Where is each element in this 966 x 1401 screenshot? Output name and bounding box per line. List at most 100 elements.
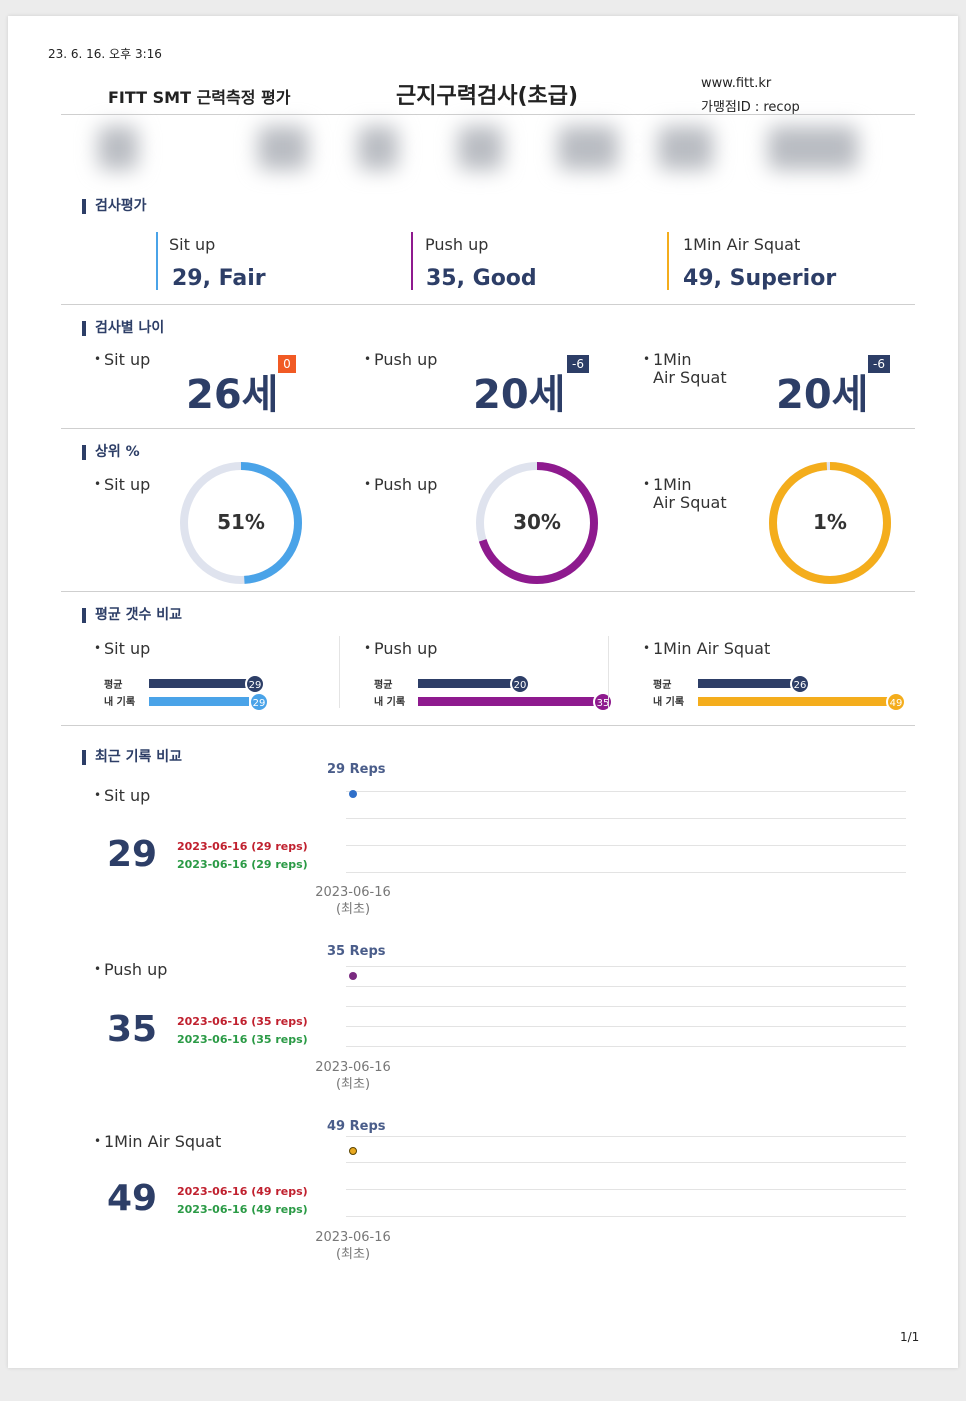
recent-history-green-squat: 2023-06-16 (49 reps) xyxy=(177,1203,308,1216)
grid-line xyxy=(346,986,906,987)
divider xyxy=(61,304,915,305)
recent-name-situp: Sit up xyxy=(94,786,150,805)
recent-reps-label-situp: 29 Reps xyxy=(327,762,386,777)
percentile-ring-situp xyxy=(180,462,302,584)
grid-line xyxy=(346,872,906,873)
section-title-recent: 최근 기록 비교 xyxy=(82,750,182,765)
recent-date-squat: 2023-06-16 xyxy=(315,1230,391,1245)
mine-dot-situp: 29 xyxy=(249,692,269,712)
eval-bar-pushup xyxy=(411,232,413,290)
avg-label: 평균 xyxy=(374,680,393,691)
section-title-age: 검사별 나이 xyxy=(82,321,164,336)
eval-bar-situp xyxy=(156,232,158,290)
report-page: 23. 6. 16. 오후 3:16 FITT SMT 근력측정 평가 근지구력… xyxy=(8,16,958,1368)
site-url: www.fitt.kr xyxy=(701,76,772,91)
pct-name-pushup: Push up xyxy=(364,475,437,494)
mine-label: 내 기록 xyxy=(653,697,685,708)
recent-date-pushup: 2023-06-16 xyxy=(315,1060,391,1075)
pct-name-squat-line1: 1Min xyxy=(643,475,691,494)
avg-bar-pushup xyxy=(418,679,513,688)
grid-line xyxy=(346,1026,906,1027)
recent-point-situp xyxy=(349,790,357,798)
percentile-label-pushup: 30% xyxy=(513,510,561,534)
avg-dot-pushup: 20 xyxy=(510,674,530,694)
divider xyxy=(61,591,915,592)
recent-reps-label-pushup: 35 Reps xyxy=(327,944,386,959)
avg-dot-situp: 29 xyxy=(245,674,265,694)
recent-reps-label-squat: 49 Reps xyxy=(327,1119,386,1134)
blurred-user-info xyxy=(88,116,888,186)
recent-date-note-pushup: (최초) xyxy=(335,1077,371,1092)
page-number: 1/1 xyxy=(900,1330,920,1344)
grid-line xyxy=(346,1216,906,1217)
age-value-squat: 20세 xyxy=(776,372,869,418)
grid-line xyxy=(346,791,906,792)
recent-history-red-situp: 2023-06-16 (29 reps) xyxy=(177,840,308,853)
eval-bar-squat xyxy=(667,232,669,290)
column-divider xyxy=(608,636,609,708)
pct-name-situp: Sit up xyxy=(94,475,150,494)
mine-label: 내 기록 xyxy=(104,697,136,708)
age-name-squat-line1: 1Min xyxy=(643,350,691,369)
grid-line xyxy=(346,1006,906,1007)
grid-line xyxy=(346,1189,906,1190)
avg-bar-squat xyxy=(698,679,793,688)
print-timestamp: 23. 6. 16. 오후 3:16 xyxy=(48,47,162,61)
age-name-pushup: Push up xyxy=(364,350,437,369)
mine-dot-pushup: 35 xyxy=(593,692,613,712)
percentile-ring-pushup xyxy=(476,462,598,584)
mine-bar-squat xyxy=(698,697,888,706)
divider xyxy=(61,428,915,429)
recent-date-note-situp: (최초) xyxy=(335,902,371,917)
avg-bar-situp xyxy=(149,679,249,688)
recent-value-pushup: 35 xyxy=(107,1009,158,1050)
grid-line xyxy=(346,845,906,846)
percentile-label-situp: 51% xyxy=(217,510,265,534)
avg-name-pushup: Push up xyxy=(364,639,437,658)
age-diff-badge-pushup: -6 xyxy=(567,355,589,373)
page-title: 근지구력검사(초급) xyxy=(396,84,579,109)
avg-name-squat: 1Min Air Squat xyxy=(643,639,770,658)
age-diff-badge-situp: 0 xyxy=(278,355,296,373)
recent-value-squat: 49 xyxy=(107,1178,158,1219)
recent-history-red-pushup: 2023-06-16 (35 reps) xyxy=(177,1015,308,1028)
grid-line xyxy=(346,1162,906,1163)
percentile-label-squat: 1% xyxy=(813,510,847,534)
avg-dot-squat: 26 xyxy=(790,674,810,694)
mine-bar-pushup xyxy=(418,697,596,706)
recent-name-pushup: Push up xyxy=(94,960,167,979)
mine-label: 내 기록 xyxy=(374,697,406,708)
grid-line xyxy=(346,966,906,967)
store-id: 가맹점ID : recop xyxy=(701,100,800,115)
section-title-average: 평균 갯수 비교 xyxy=(82,608,182,623)
percentile-ring-squat xyxy=(769,462,891,584)
age-diff-badge-squat: -6 xyxy=(868,355,890,373)
avg-label: 평균 xyxy=(104,680,123,691)
header-divider xyxy=(61,114,915,115)
recent-date-situp: 2023-06-16 xyxy=(315,885,391,900)
header-left-title: FITT SMT 근력측정 평가 xyxy=(108,88,291,107)
recent-point-pushup xyxy=(349,972,357,980)
age-value-pushup: 20세 xyxy=(473,372,566,418)
grid-line xyxy=(346,1136,906,1137)
eval-value-situp: 29, Fair xyxy=(172,266,266,291)
eval-value-squat: 49, Superior xyxy=(683,266,837,291)
recent-name-squat: 1Min Air Squat xyxy=(94,1132,221,1151)
avg-name-situp: Sit up xyxy=(94,639,150,658)
eval-value-pushup: 35, Good xyxy=(426,266,537,291)
eval-name-squat: 1Min Air Squat xyxy=(683,235,801,254)
avg-label: 평균 xyxy=(653,680,672,691)
mine-bar-situp xyxy=(149,697,249,706)
column-divider xyxy=(339,636,340,708)
eval-name-pushup: Push up xyxy=(425,235,489,254)
grid-line xyxy=(346,1046,906,1047)
grid-line xyxy=(346,818,906,819)
eval-name-situp: Sit up xyxy=(169,235,216,254)
mine-dot-squat: 49 xyxy=(886,692,906,712)
recent-point-squat xyxy=(349,1147,357,1155)
section-title-evaluation: 검사평가 xyxy=(82,199,147,214)
recent-value-situp: 29 xyxy=(107,834,158,875)
recent-history-green-pushup: 2023-06-16 (35 reps) xyxy=(177,1033,308,1046)
divider xyxy=(61,725,915,726)
recent-history-green-situp: 2023-06-16 (29 reps) xyxy=(177,858,308,871)
